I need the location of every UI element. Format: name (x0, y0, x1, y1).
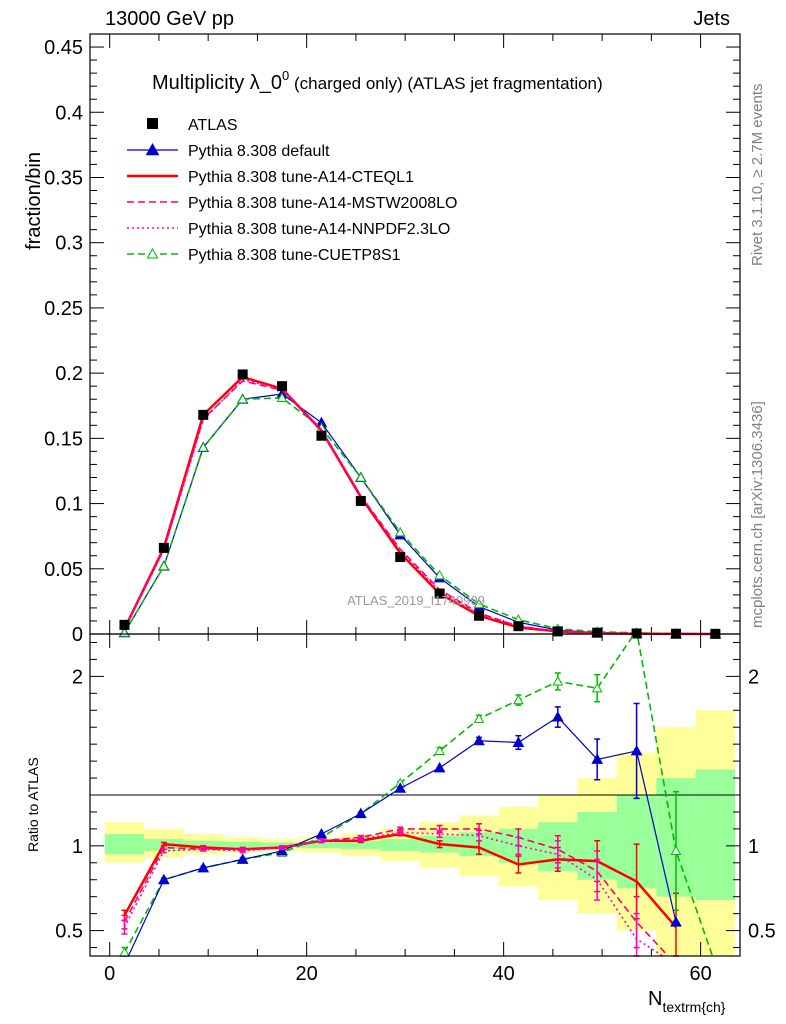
ratio-point-pythia-8-308-tune-cuetp8s1 (513, 694, 524, 705)
ratio-x-tick-label: 0 (104, 963, 115, 985)
ratio-point-pythia-8-308-default (158, 873, 170, 885)
ratio-x-tick-label: 20 (296, 963, 318, 985)
legend-label-pythia-8-308-tune-a14-nnpdf2-3lo: Pythia 8.308 tune-A14-NNPDF2.3LO (188, 221, 450, 238)
main-point-pythia-8-308-tune-cuetp8s1 (394, 526, 406, 537)
x-axis-label-main: N (648, 988, 662, 1010)
legend: ATLAS Pythia 8.308 default Pythia 8.308 tu… (127, 117, 457, 264)
x-axis-label: Ntextrm{ch} (648, 988, 726, 1015)
ratio-point-pythia-8-308-tune-cuetp8s1 (591, 682, 603, 693)
legend-marker-atlas (147, 118, 158, 129)
x-axis-label-subscript: textrm{ch} (662, 999, 725, 1015)
ratio-point-pythia-8-308-default (394, 782, 407, 793)
legend-label-pythia-8-308-tune-cuetp8s1: Pythia 8.308 tune-CUETP8S1 (188, 247, 401, 264)
main-point-atlas (237, 369, 248, 380)
main-y-tick-label: 0.3 (55, 233, 83, 255)
main-point-atlas (198, 409, 209, 420)
ratio-y-tick-label: 0.5 (55, 921, 83, 943)
main-point-pythia-8-308-tune-cuetp8s1 (158, 560, 170, 571)
main-point-atlas (474, 610, 485, 621)
ratio-point-pythia-8-308-default (354, 807, 367, 819)
main-y-tick-label: 0.15 (44, 428, 83, 450)
main-point-atlas (513, 621, 524, 632)
ratio-band-green (222, 841, 263, 849)
chart-title-superscript: 0 (282, 68, 289, 83)
ratio-y-axis: 0.5 0.5 1 1 2 2 (55, 641, 776, 949)
ratio-x-tick-label: 40 (493, 963, 515, 985)
observable-label: Jets (693, 8, 730, 30)
ratio-y-tick-label-right: 1 (748, 836, 759, 858)
main-y-tick-label: 0.1 (55, 494, 83, 516)
chart-title-main: Multiplicity λ_0 (152, 72, 282, 94)
ratio-band-green (341, 840, 381, 850)
ratio-point-pythia-8-308-tune-cuetp8s1 (434, 745, 445, 756)
main-line-pythia-8-308-tune-cuetp8s1 (123, 397, 716, 635)
ratio-band-green (104, 833, 145, 855)
ratio-y-tick-label: 1 (72, 836, 83, 858)
main-point-atlas (434, 588, 445, 599)
chart-title: Multiplicity λ_00 (charged only) (ATLAS … (152, 68, 603, 94)
legend-marker-pythia-8-308-tune-cuetp8s1 (146, 247, 159, 259)
ratio-point-pythia-8-308-default (197, 861, 210, 873)
main-y-tick-label: 0.35 (44, 167, 83, 189)
legend-label-pythia-8-308-default: Pythia 8.308 default (188, 143, 330, 160)
ratio-point-pythia-8-308-default (473, 734, 485, 746)
main-point-pythia-8-308-tune-cuetp8s1 (197, 441, 209, 452)
main-point-atlas (119, 619, 130, 630)
main-point-atlas (316, 430, 327, 441)
ratio-y-tick-label: 2 (72, 666, 83, 688)
ratio-uncertainty-bands (104, 710, 736, 956)
main-point-atlas (158, 542, 169, 553)
ratio-point-pythia-8-308-tune-cuetp8s1 (552, 675, 564, 686)
main-y-axis: 0 0.05 0.1 0.15 0.2 0.25 0.3 0.35 0.4 0.45 (44, 37, 740, 646)
main-point-pythia-8-308-tune-cuetp8s1 (434, 569, 445, 580)
main-point-atlas (355, 495, 366, 506)
ratio-series-group (119, 634, 714, 957)
main-point-pythia-8-308-tune-cuetp8s1 (237, 393, 249, 404)
ratio-band-green (183, 840, 223, 850)
process-label: 13000 GeV pp (105, 8, 234, 30)
ratio-band-green (695, 769, 736, 901)
main-point-pythia-8-308-tune-cuetp8s1 (355, 471, 367, 482)
ratio-point-pythia-8-308-default (512, 736, 525, 747)
ratio-point-pythia-8-308-default (591, 753, 604, 764)
main-point-atlas (277, 381, 288, 392)
main-point-atlas (552, 626, 563, 637)
main-y-tick-label: 0.45 (44, 37, 83, 59)
ratio-point-pythia-8-308-default (670, 916, 682, 927)
ratio-point-pythia-8-308-tune-cuetp8s1 (473, 713, 485, 723)
ratio-x-axis: 0 20 40 60 (104, 634, 712, 985)
main-y-tick-label: 0.2 (55, 363, 83, 385)
legend-marker-pythia-8-308-default (145, 142, 160, 156)
analysis-watermark: ATLAS_2019_I1740909 (347, 593, 485, 608)
main-y-tick-label: 0 (72, 624, 83, 646)
main-line-pythia-8-308-tune-a14-nnpdf2-3lo (123, 378, 716, 635)
ratio-point-pythia-8-308-tune-cuetp8s1 (119, 947, 130, 957)
main-y-tick-label: 0.05 (44, 559, 83, 581)
ratio-point-pythia-8-308-default (551, 711, 564, 722)
legend-label-atlas: ATLAS (188, 117, 238, 134)
legend-label-pythia-8-308-tune-a14-mstw2008lo: Pythia 8.308 tune-A14-MSTW2008LO (188, 195, 457, 212)
main-y-axis-label: fraction/bin (23, 152, 45, 250)
main-y-tick-label: 0.4 (55, 102, 83, 124)
ratio-point-pythia-8-308-default (276, 844, 288, 856)
ratio-point-pythia-8-308-default (315, 827, 328, 839)
main-point-atlas (395, 552, 406, 563)
ratio-point-pythia-8-308-default (630, 744, 643, 756)
ratio-band-green (301, 841, 342, 849)
main-point-atlas (592, 627, 603, 638)
main-y-tick-label: 0.25 (44, 298, 83, 320)
ratio-x-tick-label: 60 (689, 963, 711, 985)
ratio-y-tick-label-right: 0.5 (748, 921, 776, 943)
legend-label-pythia-8-308-tune-a14-cteql1: Pythia 8.308 tune-A14-CTEQL1 (188, 169, 414, 186)
main-point-pythia-8-308-tune-cuetp8s1 (473, 598, 485, 609)
ratio-y-tick-label-right: 2 (748, 666, 759, 688)
ratio-band-green (380, 839, 420, 851)
ratio-y-axis-label: Ratio to ATLAS (25, 757, 41, 852)
main-point-pythia-8-308-tune-cuetp8s1 (276, 392, 288, 403)
ratio-point-pythia-8-308-tune-cuetp8s1 (670, 845, 682, 856)
ratio-point-pythia-8-308-default (236, 853, 249, 864)
chart-title-suffix: (charged only) (ATLAS jet fragmentation) (289, 74, 602, 93)
ratio-point-pythia-8-308-default (433, 761, 446, 773)
